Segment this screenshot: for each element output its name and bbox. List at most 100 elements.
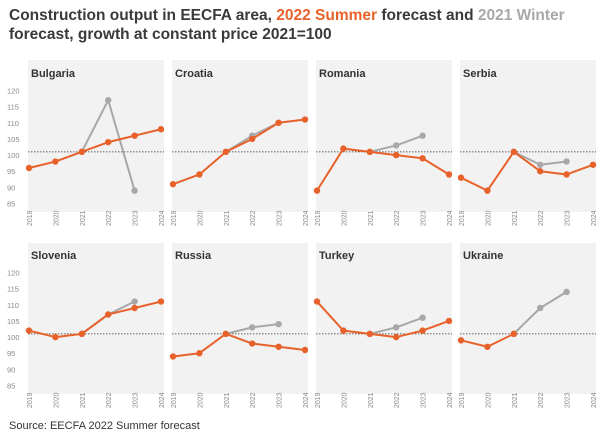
- summer-point-croatia: [275, 119, 282, 126]
- x-tick-label: 2019: [315, 392, 322, 408]
- winter-point-romania: [393, 142, 400, 149]
- summer-point-ukraine: [510, 330, 517, 338]
- y-tick-label: 110: [7, 119, 19, 128]
- x-tick-label: 2023: [565, 392, 572, 408]
- panel-title-romania: Romania: [319, 68, 366, 80]
- y-tick-label: 120: [7, 86, 20, 95]
- x-tick-label: 2020: [197, 210, 204, 226]
- y-tick-label: 90: [7, 365, 15, 374]
- summer-point-croatia: [301, 116, 309, 123]
- title-winter-label: 2021 Winter: [477, 7, 565, 24]
- title-part-1: Construction output in EECFA area,: [9, 7, 277, 24]
- summer-point-turkey: [419, 327, 426, 334]
- winter-point-turkey: [419, 314, 426, 321]
- x-tick-label: 2023: [133, 210, 140, 226]
- summer-line-slovenia: [28, 300, 162, 339]
- x-tick-label: 2021: [80, 210, 87, 226]
- summer-point-romania: [366, 148, 373, 156]
- summer-point-turkey: [340, 327, 347, 334]
- summer-point-russia: [249, 340, 256, 347]
- winter-point-ukraine: [537, 304, 544, 312]
- y-tick-label: 95: [7, 167, 15, 176]
- x-tick-label: 2023: [421, 210, 428, 226]
- y-tick-label: 105: [7, 135, 20, 144]
- panel-background-ukraine: [460, 243, 596, 394]
- summer-point-russia: [169, 353, 177, 360]
- y-tick-label: 85: [7, 200, 15, 209]
- y-tick-label: 105: [7, 317, 20, 326]
- x-tick-label: 2021: [224, 210, 231, 226]
- panel-background-russia: [172, 243, 308, 394]
- winter-point-romania: [419, 132, 426, 139]
- summer-point-bulgaria: [78, 148, 86, 156]
- summer-point-russia: [275, 343, 282, 350]
- title-part-3: forecast and: [377, 7, 478, 24]
- summer-point-serbia: [510, 148, 517, 156]
- winter-point-turkey: [393, 324, 400, 331]
- x-tick-label: 2024: [303, 210, 310, 226]
- panel-title-russia: Russia: [175, 250, 212, 262]
- summer-point-turkey: [366, 330, 373, 338]
- summer-point-turkey: [393, 333, 400, 341]
- y-tick-label: 120: [7, 268, 20, 277]
- summer-point-romania: [393, 151, 400, 159]
- source-note: Source: EECFA 2022 Summer forecast: [9, 420, 200, 432]
- summer-point-romania: [419, 155, 426, 162]
- x-tick-label: 2020: [485, 210, 492, 226]
- title-summer-label: 2022 Summer: [276, 7, 378, 24]
- x-tick-label: 2023: [421, 392, 428, 408]
- summer-point-croatia: [169, 180, 177, 188]
- panel-background-croatia: [172, 60, 308, 212]
- x-tick-label: 2019: [459, 210, 466, 226]
- panel-title-serbia: Serbia: [463, 68, 498, 80]
- x-tick-label: 2022: [538, 392, 545, 408]
- y-tick-label: 115: [7, 103, 19, 112]
- x-tick-label: 2022: [250, 210, 257, 226]
- y-tick-label: 115: [7, 285, 19, 294]
- panel-title-croatia: Croatia: [175, 68, 214, 80]
- summer-point-serbia: [484, 187, 491, 194]
- winter-point-russia: [275, 320, 282, 328]
- x-tick-label: 2021: [368, 210, 375, 226]
- summer-point-serbia: [457, 174, 465, 181]
- winter-point-bulgaria: [131, 187, 138, 194]
- x-tick-label: 2023: [277, 392, 284, 408]
- panel-background-serbia: [460, 60, 596, 212]
- summer-point-russia: [222, 330, 229, 338]
- x-tick-label: 2022: [250, 392, 257, 408]
- winter-point-serbia: [563, 158, 570, 165]
- summer-point-croatia: [222, 148, 229, 156]
- summer-point-slovenia: [105, 311, 112, 318]
- summer-point-slovenia: [157, 298, 165, 305]
- panel-background-slovenia: [28, 243, 164, 394]
- summer-point-russia: [301, 346, 309, 354]
- panel-title-slovenia: Slovenia: [31, 250, 77, 262]
- summer-line-serbia: [460, 150, 594, 192]
- summer-point-serbia: [589, 161, 597, 168]
- winter-point-slovenia: [131, 298, 138, 305]
- title-part-5: forecast, growth at constant price 2021=…: [9, 26, 332, 43]
- x-tick-label: 2022: [538, 210, 545, 226]
- panel-title-bulgaria: Bulgaria: [31, 68, 76, 80]
- chart-title: Construction output in EECFA area, 2022 …: [9, 6, 599, 44]
- panel-background-bulgaria: [28, 60, 164, 212]
- summer-point-ukraine: [484, 343, 491, 350]
- x-tick-label: 2021: [512, 392, 519, 408]
- panel-title-ukraine: Ukraine: [463, 250, 503, 262]
- x-tick-label: 2024: [159, 210, 166, 226]
- panel-background-romania: [316, 60, 452, 212]
- x-tick-label: 2019: [27, 392, 34, 408]
- y-tick-label: 85: [7, 382, 15, 391]
- summer-point-slovenia: [78, 330, 86, 338]
- x-tick-label: 2022: [394, 392, 401, 408]
- x-tick-label: 2024: [591, 210, 598, 226]
- x-tick-label: 2019: [315, 210, 322, 226]
- summer-line-bulgaria: [28, 128, 162, 169]
- x-tick-label: 2024: [303, 392, 310, 408]
- y-tick-label: 100: [7, 151, 20, 160]
- x-tick-label: 2022: [106, 392, 113, 408]
- summer-line-romania: [316, 147, 450, 192]
- x-tick-label: 2019: [171, 210, 178, 226]
- winter-point-bulgaria: [105, 96, 112, 104]
- x-tick-label: 2023: [565, 210, 572, 226]
